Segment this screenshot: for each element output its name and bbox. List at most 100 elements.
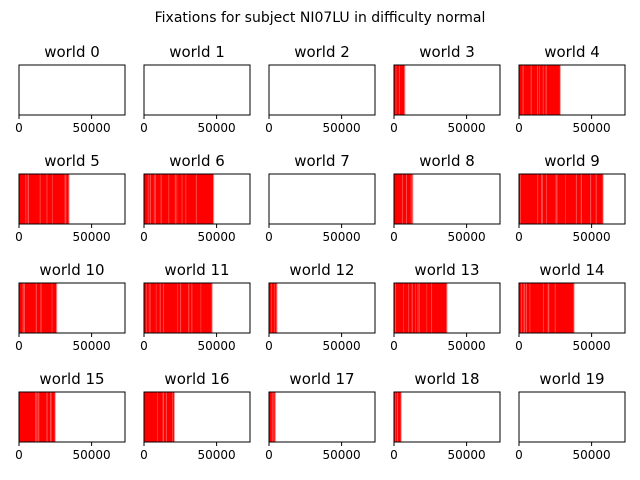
panel-title: world 12 — [289, 261, 354, 279]
axes-frame — [268, 64, 376, 116]
axes-frame — [268, 391, 376, 443]
panel-title: world 18 — [414, 370, 479, 388]
panel-title: world 11 — [164, 261, 229, 279]
panel-title: world 16 — [164, 370, 229, 388]
x-tick-label: 0 — [515, 339, 523, 353]
axes-frame — [393, 64, 501, 116]
panel: world 4 0 50000 — [515, 43, 626, 135]
x-tick-label: 0 — [515, 121, 523, 135]
panel: world 8 0 50000 — [390, 152, 501, 244]
x-tick-label: 50000 — [323, 121, 361, 135]
x-tick-label: 50000 — [448, 448, 486, 462]
axes-frame — [518, 64, 626, 116]
x-tick-label: 0 — [390, 339, 398, 353]
panel: world 19 0 50000 — [515, 370, 626, 462]
x-tick-label: 0 — [15, 448, 23, 462]
axes-frame — [393, 282, 501, 334]
x-tick-label: 0 — [140, 230, 148, 244]
x-tick-label: 0 — [15, 339, 23, 353]
fixation-span — [19, 283, 57, 333]
figure-suptitle: Fixations for subject NI07LU in difficul… — [155, 10, 486, 26]
axes-frame — [143, 64, 251, 116]
x-tick-label: 50000 — [198, 448, 236, 462]
axes-frame — [18, 282, 126, 334]
x-tick-label: 50000 — [448, 339, 486, 353]
panel-title: world 13 — [414, 261, 479, 279]
x-tick-label: 0 — [265, 230, 273, 244]
panel: world 5 0 50000 — [15, 152, 126, 244]
x-tick-label: 0 — [265, 339, 273, 353]
panel-title: world 5 — [44, 152, 100, 170]
x-tick-label: 0 — [390, 448, 398, 462]
fixation-span — [19, 174, 70, 224]
panel: world 9 0 50000 — [515, 152, 626, 244]
axes-frame — [268, 282, 376, 334]
panel-title: world 10 — [39, 261, 104, 279]
axes-frame — [518, 173, 626, 225]
panel-title: world 17 — [289, 370, 354, 388]
x-tick-label: 50000 — [323, 339, 361, 353]
fixation-span — [394, 174, 413, 224]
panel-title: world 7 — [294, 152, 350, 170]
panel-title: world 0 — [44, 43, 100, 61]
x-tick-label: 0 — [140, 448, 148, 462]
panel: world 13 0 50000 — [390, 261, 501, 353]
axes-frame — [518, 391, 626, 443]
panel-title: world 4 — [544, 43, 600, 61]
x-tick-label: 50000 — [573, 339, 611, 353]
fixation-span — [394, 283, 447, 333]
axes-frame — [518, 282, 626, 334]
panel-title: world 6 — [169, 152, 225, 170]
axes-frame — [268, 173, 376, 225]
panel: world 6 0 50000 — [140, 152, 251, 244]
x-tick-label: 50000 — [73, 339, 111, 353]
x-tick-label: 50000 — [573, 230, 611, 244]
axes-frame — [143, 282, 251, 334]
x-tick-label: 0 — [515, 448, 523, 462]
panel: world 1 0 50000 — [140, 43, 251, 135]
panel: world 11 0 50000 — [140, 261, 251, 353]
x-tick-label: 0 — [515, 230, 523, 244]
fixation-span — [144, 283, 213, 333]
axes-frame — [143, 391, 251, 443]
panel: world 3 0 50000 — [390, 43, 501, 135]
panel-title: world 2 — [294, 43, 350, 61]
panel-title: world 15 — [39, 370, 104, 388]
x-tick-label: 50000 — [198, 339, 236, 353]
x-tick-label: 50000 — [573, 448, 611, 462]
x-tick-label: 0 — [15, 230, 23, 244]
fixation-span — [519, 283, 575, 333]
panel: world 15 0 50000 — [15, 370, 126, 462]
panel: world 12 0 50000 — [265, 261, 376, 353]
x-tick-label: 50000 — [198, 230, 236, 244]
x-tick-label: 50000 — [73, 121, 111, 135]
panel-title: world 8 — [419, 152, 475, 170]
x-tick-label: 0 — [140, 121, 148, 135]
axes-frame — [393, 173, 501, 225]
fixation-span — [519, 174, 604, 224]
x-tick-label: 0 — [265, 448, 273, 462]
axes-frame — [18, 173, 126, 225]
panel-title: world 9 — [544, 152, 600, 170]
panel: world 14 0 50000 — [515, 261, 626, 353]
x-tick-label: 50000 — [198, 121, 236, 135]
axes-frame — [393, 391, 501, 443]
panel: world 7 0 50000 — [265, 152, 376, 244]
axes-frame — [143, 173, 251, 225]
panel: world 18 0 50000 — [390, 370, 501, 462]
axes-frame — [18, 64, 126, 116]
x-tick-label: 50000 — [323, 230, 361, 244]
panel: world 2 0 50000 — [265, 43, 376, 135]
x-tick-label: 50000 — [448, 230, 486, 244]
axes-frame — [18, 391, 126, 443]
x-tick-label: 0 — [15, 121, 23, 135]
panel-title: world 1 — [169, 43, 225, 61]
x-tick-label: 0 — [390, 230, 398, 244]
panel-title: world 3 — [419, 43, 475, 61]
x-tick-label: 0 — [140, 339, 148, 353]
panel-title: world 19 — [539, 370, 604, 388]
panel: world 10 0 50000 — [15, 261, 126, 353]
panel: world 17 0 50000 — [265, 370, 376, 462]
